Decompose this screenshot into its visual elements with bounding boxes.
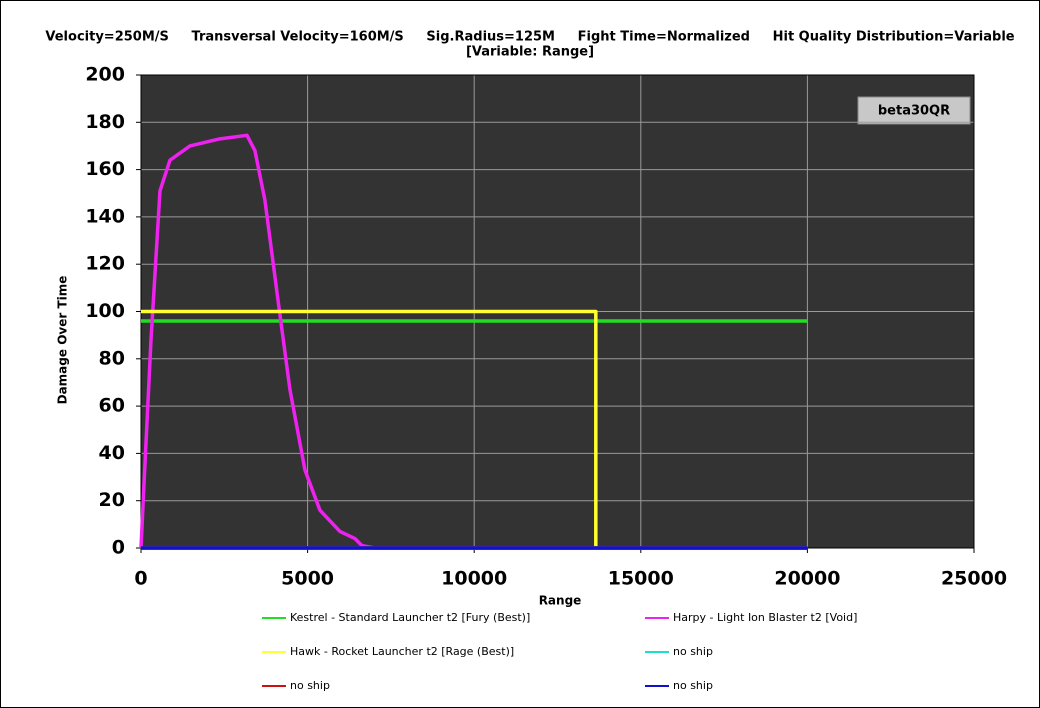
- x-tick-label: 5000: [281, 568, 334, 590]
- y-tick-label: 100: [85, 300, 125, 322]
- y-tick-label: 120: [85, 253, 125, 275]
- y-tick-label: 140: [85, 205, 125, 227]
- y-tick-label: 160: [85, 158, 125, 180]
- legend-label: no ship: [673, 679, 713, 692]
- y-tick-label: 40: [99, 442, 125, 464]
- y-tick-label: 20: [99, 489, 125, 511]
- annotation: beta30QR: [878, 104, 950, 119]
- series-line: [139, 133, 808, 550]
- x-tick-label: 10000: [441, 568, 507, 590]
- y-tick-label: 200: [85, 64, 125, 86]
- legend-label: Harpy - Light Ion Blaster t2 [Void]: [673, 611, 857, 624]
- y-axis-label: Damage Over Time: [56, 276, 70, 405]
- legend-label: no ship: [290, 679, 330, 692]
- x-tick-label: 25000: [941, 568, 1007, 590]
- x-axis-label: Range: [539, 594, 582, 608]
- series-line: [141, 309, 598, 548]
- annotation-box: [857, 96, 971, 125]
- x-tick-label: 0: [134, 568, 147, 590]
- legend-label: Hawk - Rocket Launcher t2 [Rage (Best)]: [290, 645, 514, 658]
- x-tick-label: 20000: [774, 568, 840, 590]
- y-tick-label: 80: [99, 347, 125, 369]
- y-tick-label: 0: [112, 537, 125, 559]
- legend-label: Kestrel - Standard Launcher t2 [Fury (Be…: [290, 611, 530, 624]
- x-tick-label: 15000: [608, 568, 674, 590]
- chart-title: Velocity=250M/S Transversal Velocity=160…: [45, 30, 1014, 45]
- legend-label: no ship: [673, 645, 713, 658]
- y-tick-label: 180: [85, 111, 125, 133]
- y-tick-label: 60: [99, 395, 125, 417]
- chart-subtitle: [Variable: Range]: [466, 45, 594, 60]
